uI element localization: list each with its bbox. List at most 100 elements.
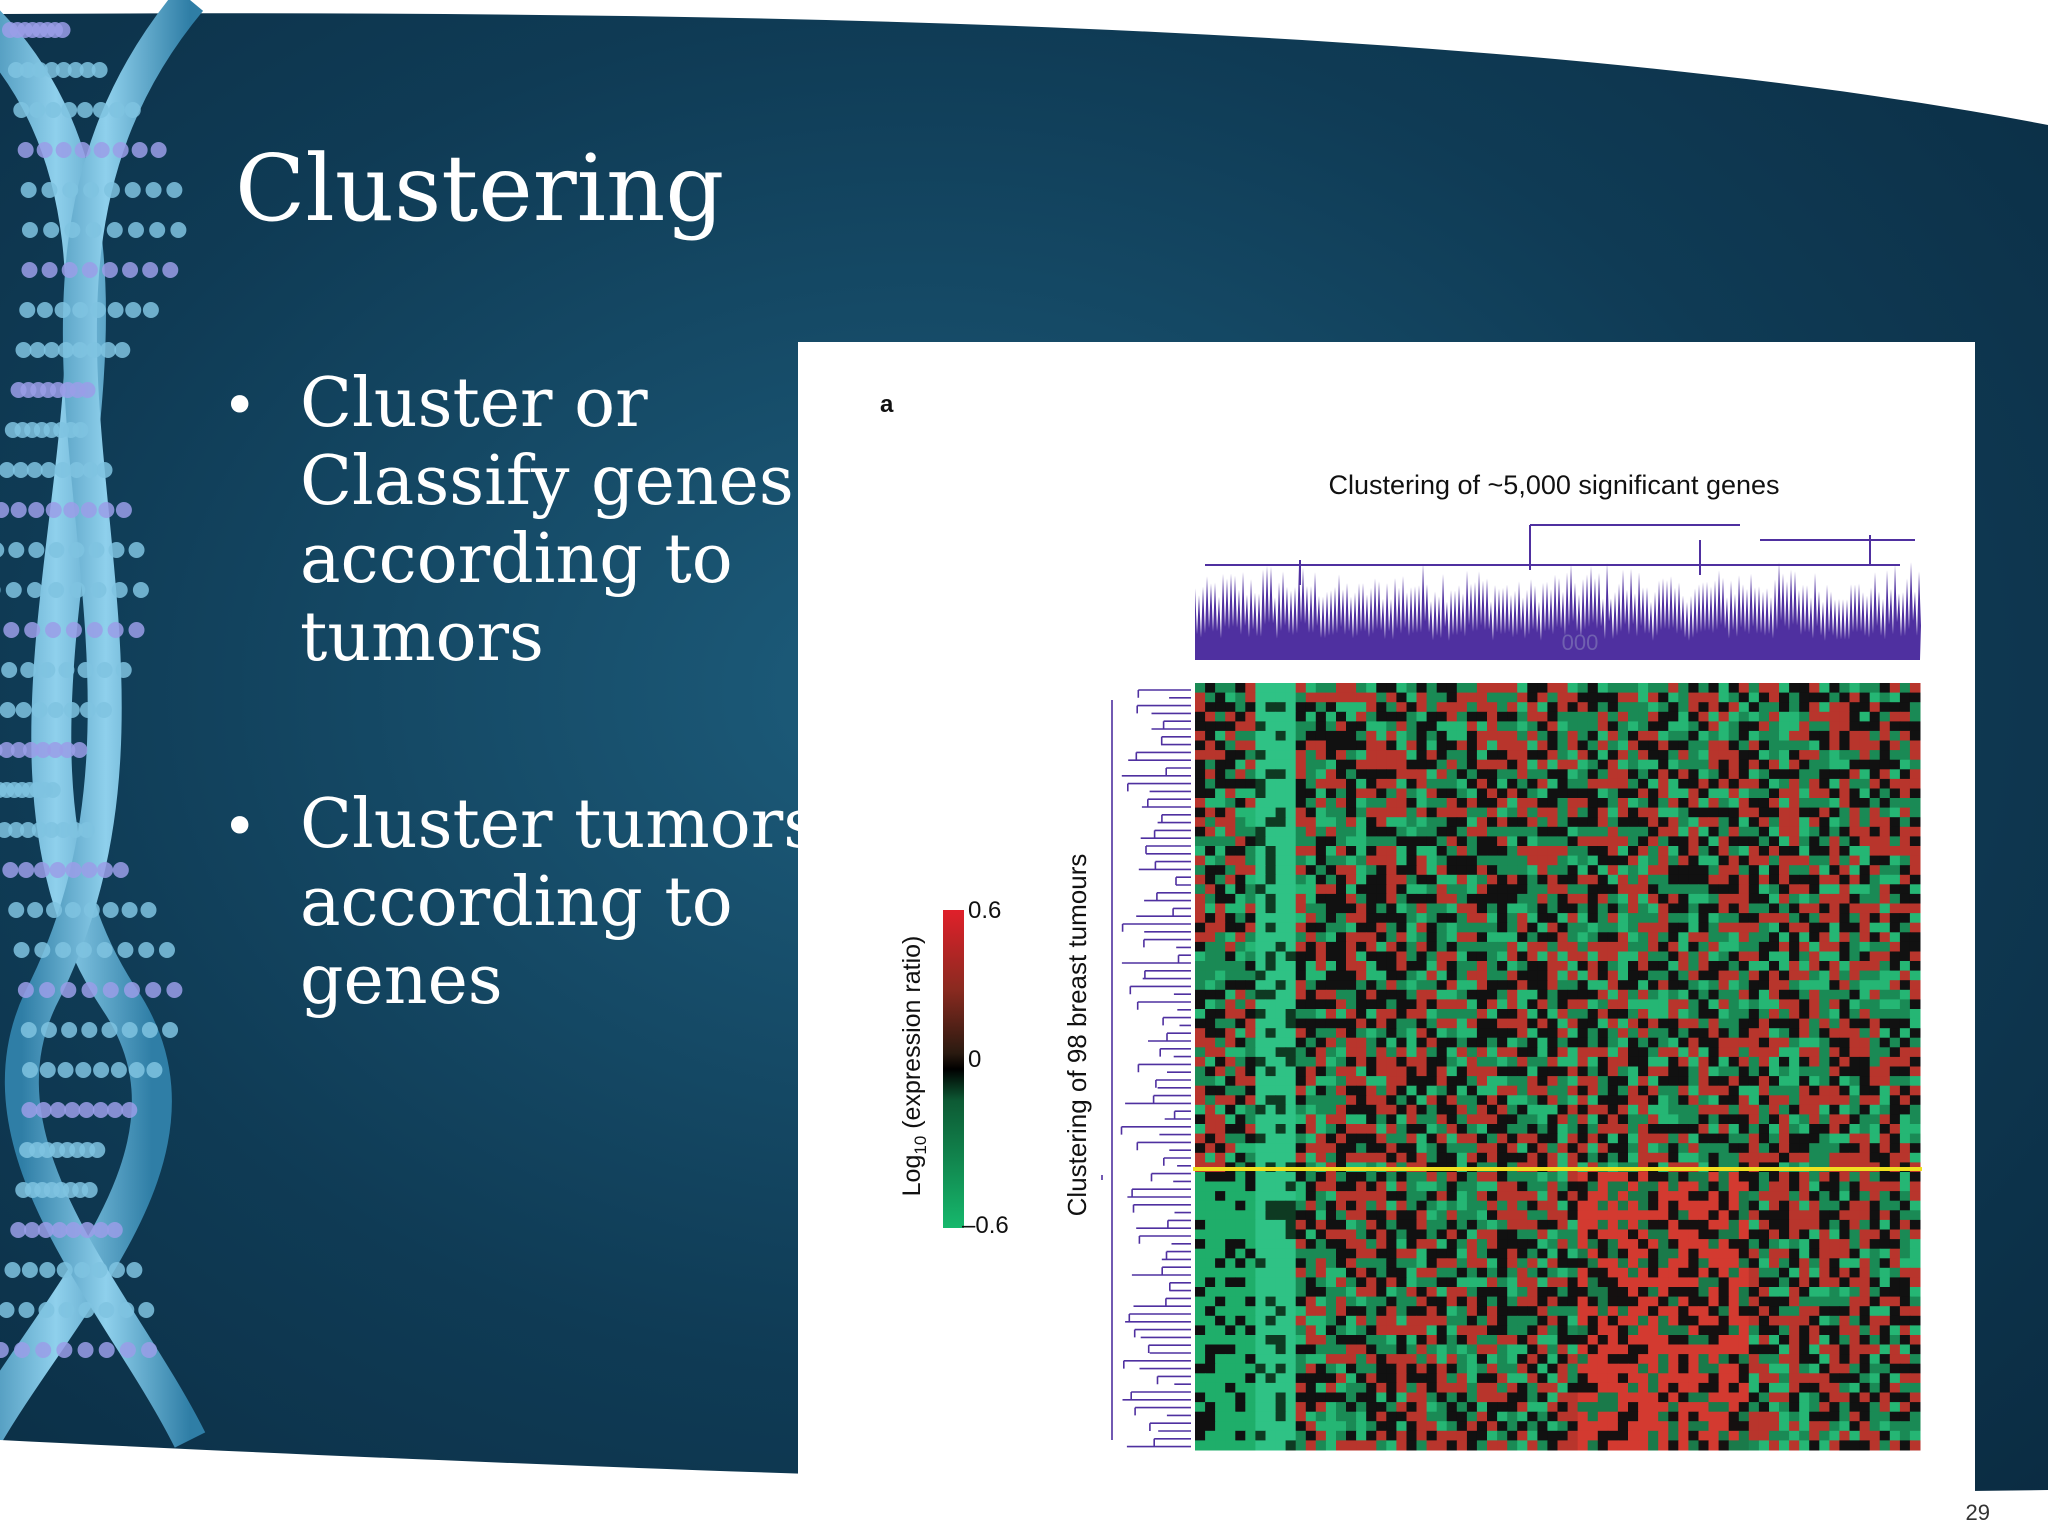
helix-bead (83, 182, 100, 198)
dendrogram-branches (1101, 689, 1191, 1448)
heatmap-cell (1728, 961, 1740, 972)
heatmap-cell (1617, 913, 1629, 924)
heatmap-cell (1527, 1239, 1538, 1250)
heatmap-cell (1426, 836, 1438, 847)
heatmap-cell (1205, 1287, 1216, 1298)
heatmap-cell (1436, 692, 1448, 703)
heatmap-cell (1476, 1047, 1488, 1058)
heatmap-cell (1597, 1047, 1609, 1058)
heatmap-cell (1577, 1277, 1589, 1288)
heatmap-cell (1466, 1239, 1478, 1250)
heatmap-cell (1456, 884, 1468, 895)
heatmap-cell (1195, 922, 1206, 933)
heatmap-cell (1789, 1248, 1800, 1259)
heatmap-cell (1446, 903, 1458, 914)
heatmap-cell (1758, 1028, 1770, 1039)
helix-bead (35, 742, 52, 758)
heatmap-cell (1205, 817, 1216, 828)
heatmap-cell (1517, 1181, 1528, 1192)
heatmap-cell (1487, 692, 1498, 703)
heatmap-cell (1678, 740, 1689, 751)
helix-bead (79, 382, 96, 398)
heatmap-cell (1517, 1152, 1528, 1163)
heatmap-cell (1265, 1267, 1277, 1278)
heatmap-cell (1789, 1200, 1800, 1211)
heatmap-cell (1487, 817, 1498, 828)
heatmap-cell (1325, 711, 1337, 722)
heatmap-cell (1517, 1229, 1528, 1240)
heatmap-cell (1215, 683, 1226, 694)
heatmap-cell (1416, 884, 1428, 895)
heatmap-cell (1265, 1258, 1277, 1269)
heatmap-cell (1456, 730, 1468, 741)
heatmap-cell (1386, 750, 1397, 761)
heatmap-cell (1205, 1018, 1216, 1029)
heatmap-cell (1718, 1191, 1730, 1202)
heatmap-cell (1456, 740, 1468, 751)
heatmap-cell (1899, 989, 1911, 1000)
heatmap-cell (1225, 980, 1236, 991)
heatmap-cell (1758, 932, 1770, 943)
heatmap-cell (1607, 1152, 1619, 1163)
heatmap-cell (1356, 1239, 1367, 1250)
heatmap-cell (1899, 913, 1911, 924)
heatmap-cell (1315, 1229, 1327, 1240)
heatmap-cell (1799, 692, 1810, 703)
heatmap-cell (1305, 817, 1317, 828)
heatmap-cell (1597, 1258, 1609, 1269)
heatmap-cell (1456, 922, 1468, 933)
heatmap-cell (1718, 941, 1730, 952)
heatmap-cell (1235, 941, 1246, 952)
heatmap-cell (1909, 769, 1921, 780)
heatmap-cell (1909, 1028, 1921, 1039)
heatmap-cell (1336, 1248, 1347, 1259)
heatmap-cell (1889, 1056, 1901, 1067)
heatmap-cell (1456, 1248, 1468, 1259)
heatmap-cell (1849, 913, 1861, 924)
heatmap-cell (1829, 1143, 1840, 1154)
heatmap-cell (1396, 711, 1407, 722)
heatmap-cell (1487, 702, 1498, 713)
heatmap-cell (1416, 836, 1428, 847)
heatmap-cell (1547, 1047, 1558, 1058)
heatmap-cell (1456, 769, 1468, 780)
heatmap-cell (1638, 1085, 1649, 1096)
heatmap-cell (1698, 970, 1710, 981)
heatmap-cell (1829, 865, 1840, 876)
heatmap-cell (1567, 740, 1579, 751)
heatmap-cell (1386, 1037, 1397, 1048)
heatmap-cell (1346, 1296, 1357, 1307)
heatmap-cell (1577, 1056, 1589, 1067)
heatmap-cell (1366, 683, 1377, 694)
heatmap-cell (1607, 1181, 1619, 1192)
heatmap-cell (1658, 836, 1669, 847)
heatmap-cell (1597, 740, 1609, 751)
heatmap-cell (1346, 1210, 1357, 1221)
heatmap-cell (1195, 903, 1206, 914)
heatmap-cell (1195, 711, 1206, 722)
heatmap-cell (1869, 1287, 1881, 1298)
helix-bead (68, 542, 85, 558)
heatmap-cell (1758, 1258, 1770, 1269)
heatmap-cell (1839, 1028, 1850, 1039)
heatmap-cell (1839, 865, 1850, 876)
heatmap-cell (1748, 1287, 1760, 1298)
heatmap-cell (1899, 702, 1911, 713)
heatmap-cell (1829, 1095, 1840, 1106)
heatmap-cell (1799, 1277, 1810, 1288)
heatmap-cell (1406, 702, 1418, 713)
heatmap-cell (1376, 1239, 1387, 1250)
heatmap-cell (1245, 999, 1256, 1010)
heatmap-cell (1456, 759, 1468, 770)
heatmap-cell (1839, 961, 1850, 972)
heatmap-cell (1205, 1047, 1216, 1058)
heatmap-cell (1235, 1181, 1246, 1192)
heatmap-cell (1436, 951, 1448, 962)
heatmap-cell (1456, 1085, 1468, 1096)
heatmap-cell (1658, 1085, 1669, 1096)
heatmap-cell (1487, 826, 1498, 837)
heatmap-cell (1346, 855, 1357, 866)
heatmap-cell (1859, 1018, 1871, 1029)
heatmap-cell (1899, 1248, 1911, 1259)
